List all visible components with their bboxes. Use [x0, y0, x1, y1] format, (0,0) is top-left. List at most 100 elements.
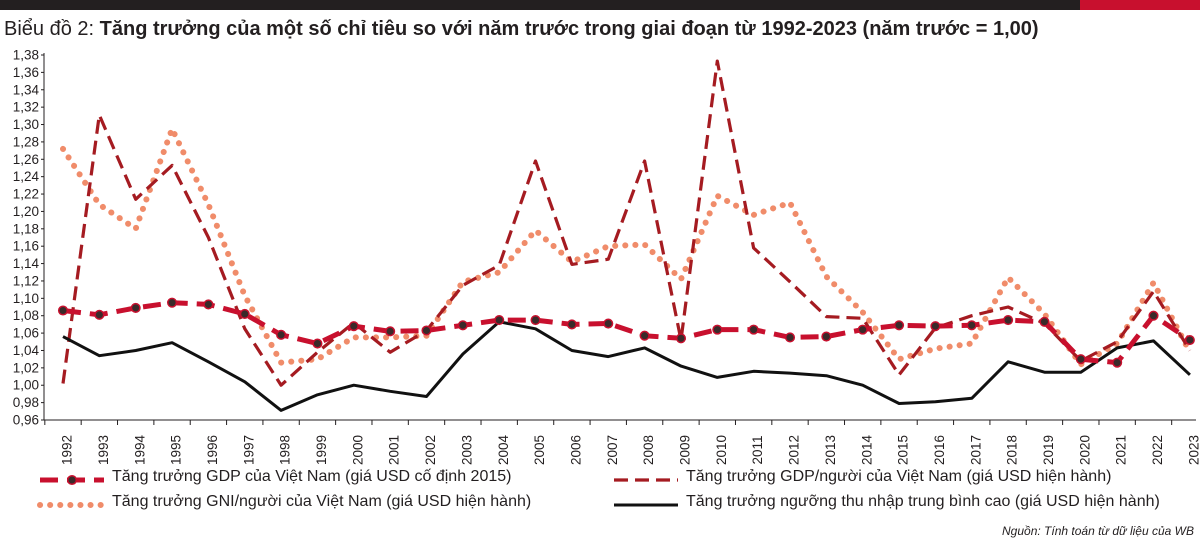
- x-axis: 1992 1993 1994 1995 1996 1997 1998 1999 2000 2001…: [44, 419, 1200, 465]
- x-tick-label: 2015: [896, 435, 911, 465]
- y-tick-label: 1,24: [13, 169, 40, 184]
- gdp-constant-point: [566, 319, 577, 330]
- gdp-constant-point: [1184, 334, 1195, 346]
- x-tick-label: 1993: [96, 435, 111, 465]
- y-tick-label: 1,10: [13, 291, 39, 306]
- x-tick-label: 2002: [423, 435, 438, 465]
- x-tick-label: 2021: [1114, 435, 1129, 465]
- series-gdp-per-capita-line: [61, 59, 1192, 387]
- y-tick-label: 1,28: [13, 134, 39, 149]
- x-tick-label: 1995: [169, 435, 184, 465]
- series-umi-threshold-line: [62, 320, 1191, 412]
- gdp-constant-point: [57, 305, 69, 316]
- legend-label-gdp-per-capita: Tăng trưởng GDP/người của Việt Nam (giá …: [686, 468, 1112, 485]
- x-tick-label: 2007: [605, 435, 620, 465]
- y-tick-label: 1,12: [13, 273, 39, 288]
- y-tick-label: 1,18: [13, 221, 39, 236]
- legend-swatch-marker: [66, 474, 78, 486]
- header-bar: [0, 0, 1200, 10]
- chart-title-text: Tăng trưởng của một số chỉ tiêu so với n…: [99, 18, 1039, 40]
- gdp-constant-point: [966, 320, 977, 331]
- gdp-constant-point: [312, 338, 323, 349]
- x-tick-label: 1999: [314, 435, 329, 465]
- series-layer: [57, 59, 1195, 412]
- y-tick-label: 1,38: [13, 48, 39, 63]
- y-tick-label: 1,08: [13, 308, 39, 323]
- gdp-constant-point: [494, 315, 505, 326]
- y-tick-label: 1,34: [13, 82, 40, 97]
- gdp-constant-point: [748, 324, 759, 335]
- gdp-constant-point: [1075, 354, 1086, 365]
- x-tick-label: 2006: [568, 435, 583, 465]
- x-tick-label: 2017: [968, 435, 983, 465]
- gdp-constant-point: [675, 333, 687, 344]
- chart-title: Biểu đồ 2: Tăng trưởng của một số chỉ ti…: [4, 18, 1039, 41]
- legend-swatches: [37, 474, 678, 508]
- x-tick-label: 2010: [714, 435, 729, 465]
- series-gdp-constant-line: [62, 300, 1192, 366]
- y-tick-label: 1,30: [13, 117, 39, 132]
- gdp-constant-point: [457, 320, 468, 331]
- x-tick-label: 2012: [787, 435, 802, 465]
- y-tick-label: 1,22: [13, 187, 39, 202]
- y-tick-label: 1,32: [13, 100, 39, 115]
- gdp-constant-point: [1112, 357, 1123, 368]
- series-gni-per-capita-line: [60, 121, 1193, 369]
- x-tick-label: 2020: [1077, 435, 1092, 465]
- x-tick-label: 2000: [350, 435, 365, 465]
- x-tick-label: 2016: [932, 435, 947, 465]
- gdp-constant-point: [276, 329, 287, 340]
- gdp-constant-point: [603, 318, 614, 329]
- y-tick-label: 1,00: [13, 378, 39, 393]
- x-tick-label: 1996: [205, 435, 220, 465]
- x-tick-label: 2019: [1041, 435, 1056, 465]
- gdp-constant-point: [894, 320, 905, 331]
- header-accent: [1080, 0, 1200, 10]
- y-tick-label: 1,20: [13, 204, 39, 219]
- x-tick-label: 2001: [387, 435, 402, 465]
- gdp-constant-point: [167, 297, 178, 308]
- gdp-constant-point: [1039, 316, 1050, 327]
- x-tick-label: 2008: [641, 435, 656, 465]
- y-tick-label: 1,16: [13, 239, 39, 254]
- gdp-constant-point: [94, 309, 105, 320]
- gdp-constant-point: [348, 321, 359, 332]
- legend-label-umi-threshold: Tăng trưởng ngưỡng thu nhập trung bình c…: [686, 493, 1160, 510]
- x-tick-label: 2003: [459, 435, 474, 465]
- y-tick-label: 1,02: [13, 360, 39, 375]
- y-tick-label: 1,36: [13, 65, 39, 80]
- gdp-constant-point: [130, 302, 141, 313]
- x-tick-label: 1997: [241, 435, 256, 465]
- gdp-constant-point: [784, 332, 796, 343]
- x-tick-label: 2004: [496, 434, 511, 465]
- x-tick-label: 2018: [1005, 435, 1020, 465]
- y-axis: 0,96 0,98 1,00 1,02 1,04 1,06 1,08 1,10 1,12 1,14…: [13, 48, 45, 428]
- x-tick-label: 2023: [1186, 435, 1200, 465]
- gdp-constant-point: [1003, 315, 1014, 326]
- y-tick-label: 0,96: [13, 413, 39, 428]
- chart-title-prefix: Biểu đồ 2:: [4, 18, 95, 40]
- x-tick-label: 2011: [750, 435, 765, 464]
- y-tick-label: 1,26: [13, 152, 39, 167]
- gdp-constant-point: [857, 324, 868, 335]
- x-tick-label: 2014: [859, 434, 874, 465]
- x-tick-label: 2005: [532, 435, 547, 465]
- gdp-constant-point: [385, 326, 396, 337]
- y-tick-label: 0,98: [13, 395, 39, 410]
- legend-label-gdp-constant: Tăng trưởng GDP của Việt Nam (giá USD cố…: [112, 468, 512, 485]
- gdp-constant-point: [639, 330, 650, 341]
- gdp-constant-point: [421, 325, 432, 336]
- gdp-constant-point: [930, 321, 941, 332]
- x-tick-label: 2009: [678, 435, 693, 465]
- y-tick-label: 1,14: [13, 256, 40, 271]
- x-tick-label: 1992: [60, 435, 75, 465]
- gdp-constant-point: [239, 308, 250, 320]
- gdp-constant-point: [203, 299, 214, 310]
- gdp-constant-point: [821, 331, 832, 342]
- gdp-constant-point: [712, 324, 723, 335]
- gdp-constant-point: [1148, 310, 1159, 321]
- x-tick-label: 1998: [278, 435, 293, 465]
- x-tick-label: 2022: [1150, 435, 1165, 465]
- x-tick-label: 1994: [132, 434, 147, 465]
